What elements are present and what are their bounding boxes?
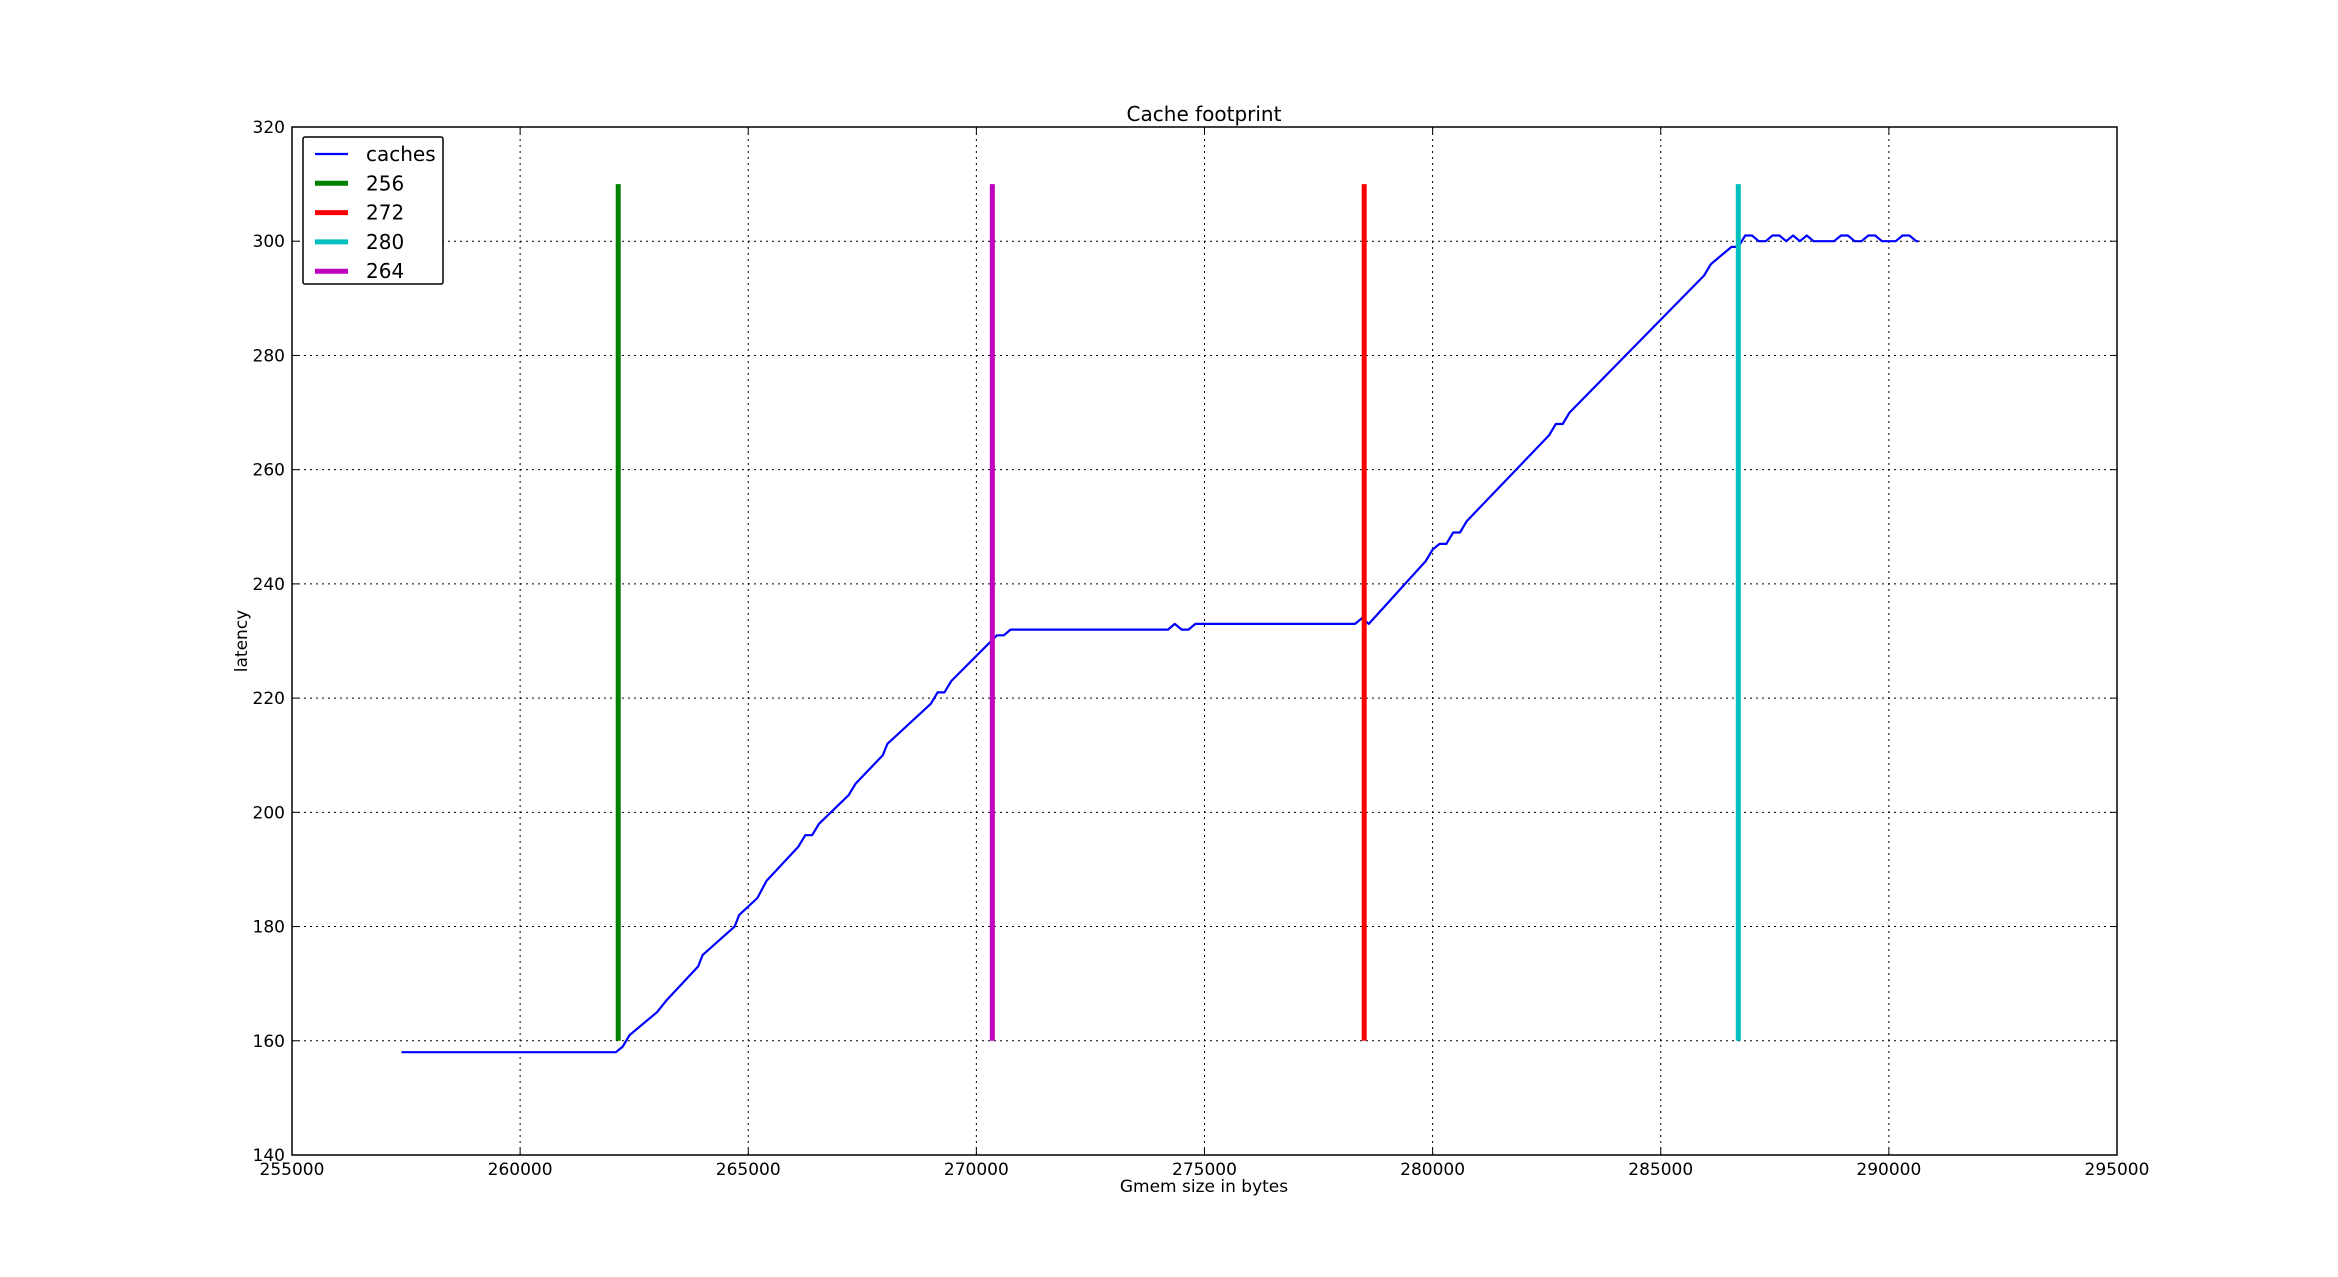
grid [292, 127, 2117, 1155]
x-tick-label: 275000 [1172, 1160, 1237, 1180]
x-tick-label: 285000 [1628, 1160, 1693, 1180]
series-line-caches [401, 234, 1919, 1054]
x-tick-label: 290000 [1856, 1160, 1921, 1180]
legend-label-272: 272 [366, 201, 404, 225]
y-tick-label: 160 [253, 1032, 285, 1052]
x-axis-label: Gmem size in bytes [1120, 1177, 1288, 1197]
legend-label-caches: caches [366, 142, 436, 166]
axes-ticks: 255000 260000 265000 270000 275000 280000 2850… [253, 118, 2150, 1180]
plot-frame [291, 126, 2118, 1156]
chart-title: Cache footprint [1127, 102, 1282, 126]
x-tick-label: 255000 [260, 1160, 325, 1180]
legend-box [302, 136, 444, 285]
plot-area [401, 184, 1919, 1054]
y-tick-label: 280 [253, 346, 285, 366]
y-tick-label: 220 [253, 689, 285, 709]
x-tick-label: 270000 [944, 1160, 1009, 1180]
x-tick-label: 265000 [716, 1160, 781, 1180]
y-tick-label: 200 [253, 803, 285, 823]
x-tick-label: 280000 [1400, 1160, 1465, 1180]
legend-label-280: 280 [366, 230, 404, 254]
x-tick-label: 260000 [488, 1160, 553, 1180]
legend: caches 256 272 280 264 [302, 136, 444, 285]
y-tick-label: 300 [253, 232, 285, 252]
y-axis-label: latency [232, 610, 252, 672]
legend-label-256: 256 [366, 171, 404, 195]
legend-label-264: 264 [366, 259, 404, 283]
y-tick-label: 260 [253, 461, 285, 481]
y-tick-label: 240 [253, 575, 285, 595]
x-tick-label: 295000 [2085, 1160, 2150, 1180]
y-tick-label: 140 [253, 1146, 285, 1166]
y-tick-label: 180 [253, 918, 285, 938]
y-tick-label: 320 [253, 118, 285, 138]
